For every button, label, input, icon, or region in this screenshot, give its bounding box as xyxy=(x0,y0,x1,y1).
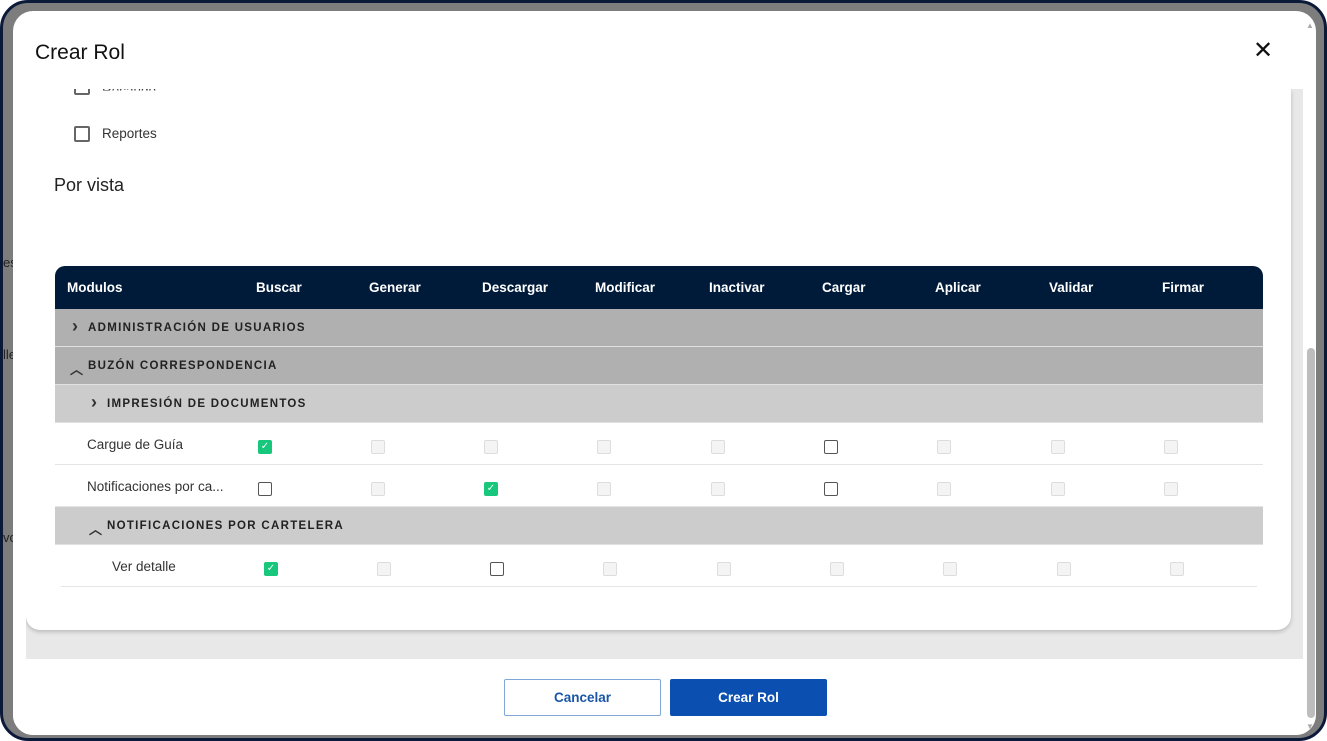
module-subgroup-row[interactable]: › IMPRESIÓN DE DOCUMENTOS xyxy=(55,385,1263,423)
chevron-up-icon[interactable]: ︿ xyxy=(70,362,84,377)
dialog-title: Crear Rol xyxy=(35,41,125,64)
column-header-descargar: Descargar xyxy=(482,280,549,295)
module-group-row[interactable]: ︿ BUZÓN CORRESPONDENCIA xyxy=(55,347,1263,385)
permission-checkbox-buscar[interactable] xyxy=(258,482,272,496)
permission-checkbox-inactivar xyxy=(717,562,731,576)
group-label: ADMINISTRACIÓN DE USUARIOS xyxy=(88,322,306,334)
module-subgroup-row[interactable]: ︿ NOTIFICACIONES POR CARTELERA xyxy=(55,507,1263,545)
permission-checkbox-descargar xyxy=(484,440,498,454)
close-icon[interactable]: ✕ xyxy=(1253,37,1274,64)
permission-checkbox-descargar[interactable]: ✓ xyxy=(484,482,498,496)
permission-checkbox-aplicar xyxy=(937,440,951,454)
module-label: Recaudo xyxy=(102,89,157,98)
permission-checkbox-validar xyxy=(1057,562,1071,576)
group-label: IMPRESIÓN DE DOCUMENTOS xyxy=(107,398,307,410)
row-label: Cargue de Guía xyxy=(87,437,184,452)
column-header-aplicar: Aplicar xyxy=(935,280,981,295)
column-header-buscar: Buscar xyxy=(256,280,302,295)
permission-checkbox-inactivar xyxy=(711,440,725,454)
column-header-cargar: Cargar xyxy=(822,280,866,295)
permission-checkbox-firmar xyxy=(1170,562,1184,576)
permission-checkbox-generar xyxy=(371,440,385,454)
permission-checkbox-firmar xyxy=(1164,440,1178,454)
section-title: Por vista xyxy=(54,175,125,195)
module-group-row[interactable]: › ADMINISTRACIÓN DE USUARIOS xyxy=(55,309,1263,347)
permission-checkbox-cargar[interactable] xyxy=(824,482,838,496)
background-text: lle xyxy=(3,347,17,362)
permission-checkbox-buscar[interactable]: ✓ xyxy=(264,562,278,576)
group-label: BUZÓN CORRESPONDENCIA xyxy=(88,360,278,372)
permission-checkbox-buscar[interactable]: ✓ xyxy=(258,440,272,454)
table-header: Modulos Buscar Generar Descargar Modificar In… xyxy=(55,266,1263,309)
dialog-footer: Cancelar Crear Rol xyxy=(13,659,1306,735)
permission-checkbox-aplicar xyxy=(937,482,951,496)
permissions-card: Recaudo Reportes Por vista Modulos Buscar… xyxy=(26,89,1291,630)
group-label: NOTIFICACIONES POR CARTELERA xyxy=(107,520,345,532)
module-label: Reportes xyxy=(102,126,157,141)
column-header-validar: Validar xyxy=(1049,280,1094,295)
permission-checkbox-cargar xyxy=(830,562,844,576)
permission-checkbox-descargar[interactable] xyxy=(490,562,504,576)
column-header-inactivar: Inactivar xyxy=(709,280,765,295)
scrollbar-thumb[interactable] xyxy=(1307,348,1315,718)
column-header-modulos: Modulos xyxy=(67,280,123,295)
permission-checkbox-firmar xyxy=(1164,482,1178,496)
create-role-button[interactable]: Crear Rol xyxy=(670,679,827,716)
dialog-scroll-area[interactable]: Recaudo Reportes Por vista Modulos Buscar… xyxy=(26,89,1303,659)
permission-checkbox-modificar xyxy=(597,482,611,496)
permissions-table: Modulos Buscar Generar Descargar Modificar In… xyxy=(55,266,1263,587)
chevron-up-icon[interactable]: ︿ xyxy=(89,522,103,537)
permission-checkbox-inactivar xyxy=(711,482,725,496)
permission-checkbox-aplicar xyxy=(943,562,957,576)
permission-checkbox-generar xyxy=(377,562,391,576)
table-row: Notificaciones por ca... ✓ xyxy=(55,465,1263,507)
table-row: Ver detalle ✓ xyxy=(61,545,1257,587)
create-role-dialog: Crear Rol ✕ Recaudo Reportes Por vista M… xyxy=(13,11,1316,735)
permission-checkbox-modificar xyxy=(597,440,611,454)
row-label: Ver detalle xyxy=(112,559,176,574)
scrollbar[interactable]: ▲ ▼ xyxy=(1306,21,1315,731)
permission-checkbox-generar xyxy=(371,482,385,496)
permission-checkbox-validar xyxy=(1051,440,1065,454)
column-header-modificar: Modificar xyxy=(595,280,656,295)
table-row: Cargue de Guía ✓ xyxy=(55,423,1263,465)
chevron-right-icon[interactable]: › xyxy=(72,316,78,336)
module-checkbox-recaudo[interactable] xyxy=(74,89,90,95)
module-checkbox-reportes[interactable] xyxy=(74,126,90,142)
permission-checkbox-validar xyxy=(1051,482,1065,496)
row-label: Notificaciones por ca... xyxy=(87,479,224,494)
permission-checkbox-cargar[interactable] xyxy=(824,440,838,454)
cancel-button[interactable]: Cancelar xyxy=(504,679,661,716)
permission-checkbox-modificar xyxy=(603,562,617,576)
chevron-right-icon[interactable]: › xyxy=(91,392,97,412)
column-header-firmar: Firmar xyxy=(1162,280,1205,295)
column-header-generar: Generar xyxy=(369,280,421,295)
